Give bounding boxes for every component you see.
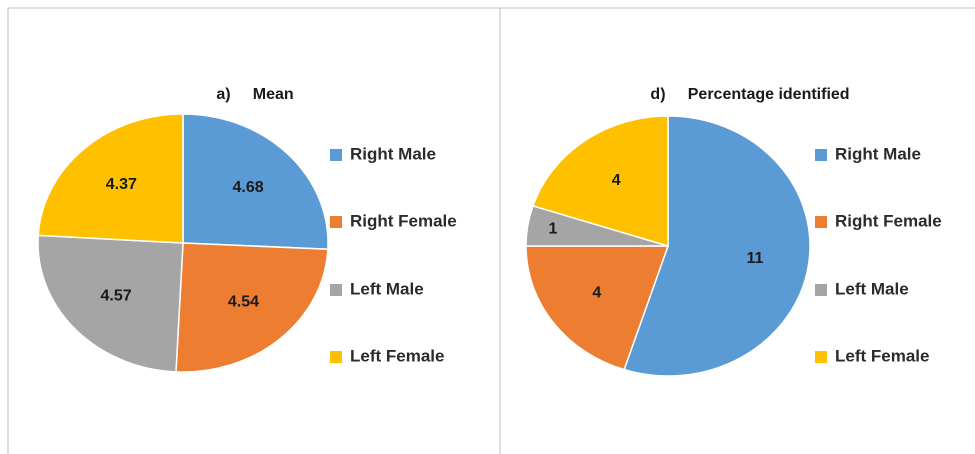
- legend-swatch: [330, 284, 342, 296]
- pie-slice: [623, 115, 811, 377]
- legend-swatch: [815, 149, 827, 161]
- legend-label: Left Female: [835, 346, 929, 365]
- value-label: 4.68: [233, 179, 264, 196]
- legend-label: Right Female: [835, 211, 942, 230]
- legend-label: Left Male: [350, 279, 424, 298]
- pie-slice: [37, 113, 184, 244]
- value-label: 1: [549, 221, 558, 238]
- legend-label: Right Male: [350, 144, 436, 163]
- value-label: 11: [746, 250, 763, 267]
- legend-label: Left Female: [350, 346, 444, 365]
- legend-label: Left Male: [835, 279, 909, 298]
- pie-slice: [37, 234, 184, 373]
- value-label: 4: [612, 172, 621, 189]
- value-label: 4.54: [228, 293, 259, 310]
- legend-swatch: [815, 351, 827, 363]
- pie-slice: [182, 113, 329, 251]
- legend-swatch: [815, 216, 827, 228]
- value-label: 4: [592, 285, 601, 302]
- legend-swatch: [330, 216, 342, 228]
- legend-label: Right Male: [835, 144, 921, 163]
- value-label: 4.37: [106, 176, 137, 193]
- pie-slice: [525, 245, 670, 371]
- pie-slice: [531, 115, 669, 248]
- chart-title: a) Mean: [216, 86, 293, 103]
- value-label: 4.57: [101, 288, 132, 305]
- legend-label: Right Female: [350, 211, 457, 230]
- legend-swatch: [330, 351, 342, 363]
- legend-swatch: [815, 284, 827, 296]
- legend-swatch: [330, 149, 342, 161]
- pie-slice: [175, 242, 329, 373]
- chart-title: d) Percentage identified: [650, 86, 849, 103]
